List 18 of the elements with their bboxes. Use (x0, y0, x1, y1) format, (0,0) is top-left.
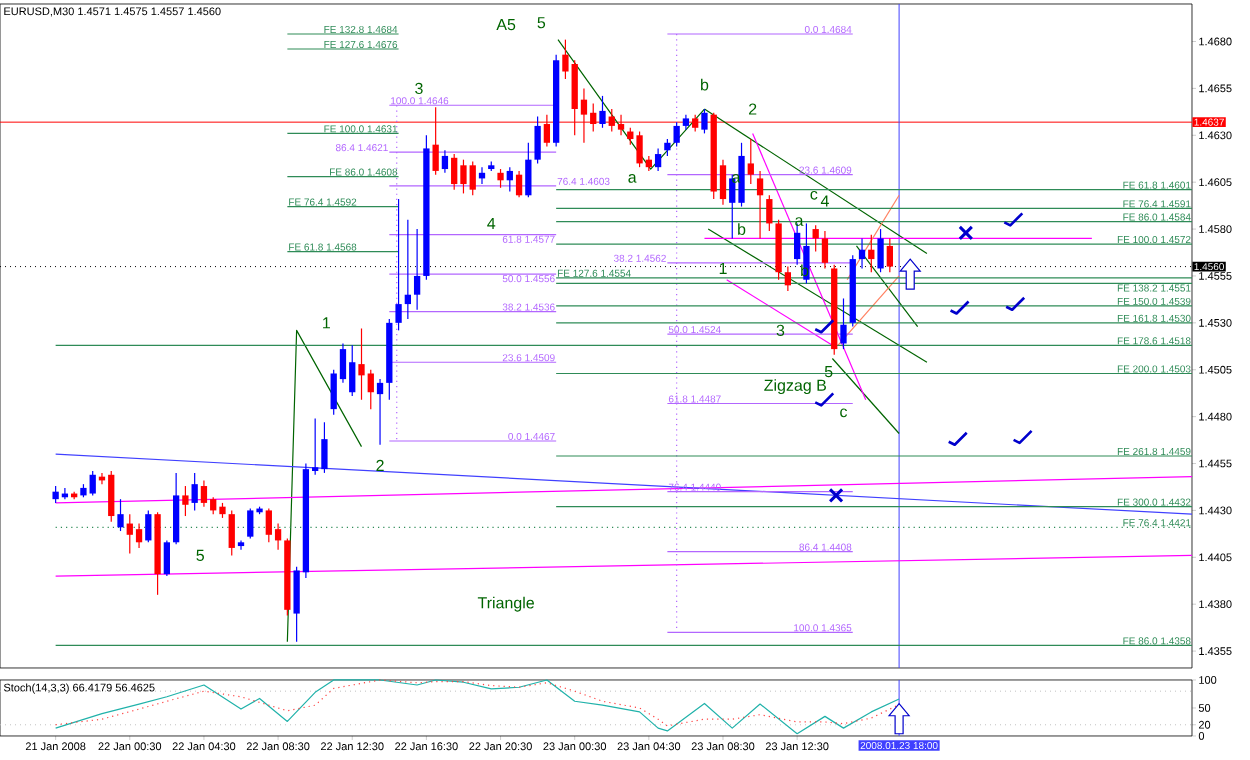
annotation: 4 (820, 195, 829, 207)
annotation: Triangle (477, 596, 534, 612)
annotation: c (810, 190, 818, 200)
annotation: 4 (487, 217, 496, 229)
annotation: 3 (415, 82, 423, 95)
annotation: 5 (537, 17, 546, 29)
annotation: A5 (496, 19, 516, 31)
annotation: 1 (719, 262, 727, 274)
annotation: Zigzag B (764, 379, 826, 395)
annotation: 5 (196, 549, 204, 562)
annotation: 1 (323, 317, 330, 329)
annotation: 3 (776, 324, 785, 337)
annotation: b (738, 223, 746, 235)
annotation: 2 (749, 103, 757, 115)
annotation: a (628, 174, 637, 183)
annotation: c (840, 408, 848, 418)
annotation: b (701, 78, 709, 91)
annotation: 2 (376, 459, 384, 471)
